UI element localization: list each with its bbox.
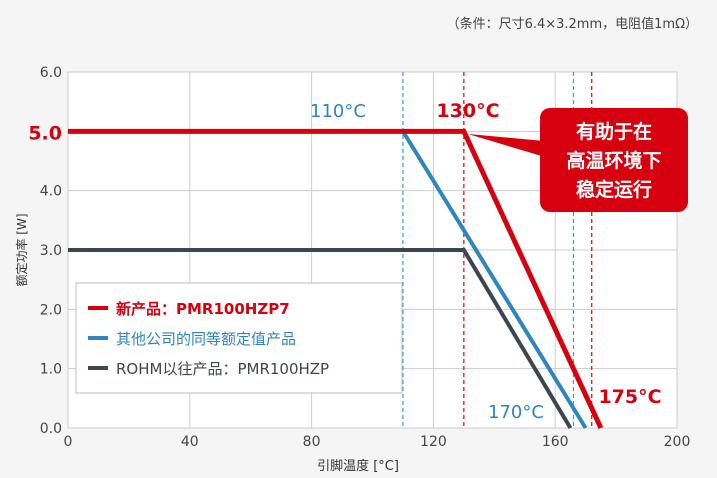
x-tick-label: 160 [542, 434, 569, 450]
y-axis-label: 额定功率 [W] [14, 213, 29, 286]
y-tick-label: 1.0 [40, 362, 62, 378]
series-line [68, 128, 604, 430]
legend-label: 其他公司的同等额定值产品 [116, 330, 296, 348]
x-tick-label: 0 [64, 434, 73, 450]
temp-label-110: 110°C [310, 101, 366, 122]
temp-label-130: 130°C [436, 100, 499, 122]
series-line [68, 248, 573, 430]
y-tick-label: 0.0 [40, 421, 62, 437]
series-lines [68, 128, 604, 430]
legend: 新产品：PMR100HZP7 其他公司的同等额定值产品 ROHM以往产品：PMR10… [75, 282, 403, 394]
x-tick-label: 120 [420, 434, 447, 450]
legend-label: 新产品：PMR100HZP7 [116, 300, 290, 318]
callout-pointer [468, 134, 555, 160]
y-tick-label: 4.0 [40, 184, 62, 200]
callout-box [540, 108, 688, 212]
x-tick-label: 40 [181, 434, 199, 450]
temp-label-175: 175°C [598, 386, 661, 408]
legend-box [75, 282, 403, 394]
x-axis-label: 引脚温度 [°C] [317, 458, 399, 474]
y-tick-label: 2.0 [40, 302, 62, 318]
callout-line: 高温环境下 [566, 149, 661, 172]
legend-label: ROHM以往产品：PMR100HZP [116, 360, 329, 378]
y-tick-label: 6.0 [40, 65, 62, 81]
tick-labels: 0 40 80 120 160 200 0.0 1.0 2.0 3.0 4.0 6.0 [40, 65, 691, 450]
x-tick-label: 80 [303, 434, 321, 450]
x-tick-label: 200 [664, 434, 691, 450]
condition-note: （条件：尺寸6.4×3.2mm，电阻值1mΩ） [447, 16, 698, 32]
callout-line: 有助于在 [576, 120, 652, 143]
temp-label-170: 170°C [488, 402, 544, 423]
y-tick-label-highlight: 5.0 [28, 122, 62, 144]
y-tick-label: 3.0 [40, 243, 62, 259]
callout-line: 稳定运行 [576, 178, 652, 201]
